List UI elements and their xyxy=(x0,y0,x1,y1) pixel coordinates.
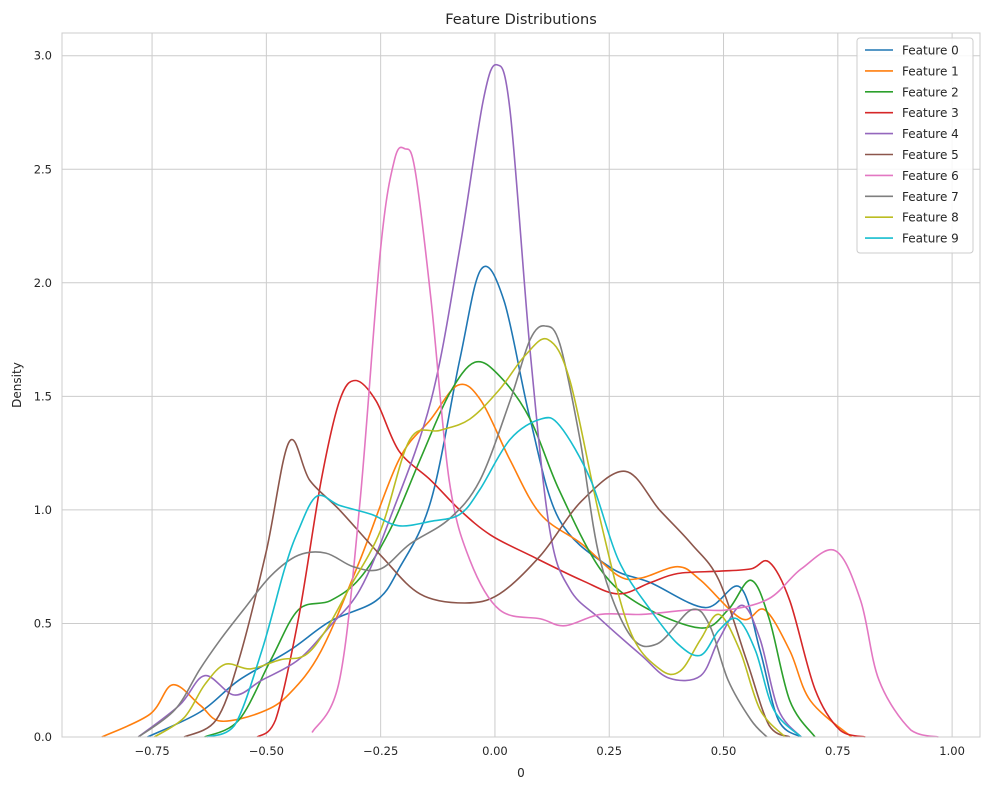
kde-line-feature-0 xyxy=(147,265,802,738)
legend-label: Feature 1 xyxy=(902,64,959,78)
legend-item: Feature 2 xyxy=(865,85,959,99)
legend-item: Feature 9 xyxy=(865,232,959,246)
kde-line-feature-4 xyxy=(137,63,802,738)
y-tick-label: 1.5 xyxy=(34,389,52,403)
x-tick-label: 0.00 xyxy=(482,744,508,758)
legend-item: Feature 1 xyxy=(865,64,959,78)
legend-item: Feature 8 xyxy=(865,211,959,225)
x-tick-label: 0.75 xyxy=(825,744,851,758)
kde-line-feature-7 xyxy=(137,325,768,738)
chart-title: Feature Distributions xyxy=(445,12,597,28)
legend-label: Feature 3 xyxy=(902,106,959,120)
kde-line-feature-5 xyxy=(183,438,791,738)
legend-label: Feature 8 xyxy=(902,211,959,225)
kde-line-feature-1 xyxy=(101,383,853,738)
kde-line-feature-3 xyxy=(256,379,866,738)
y-tick-label: 2.0 xyxy=(34,276,52,290)
legend-label: Feature 5 xyxy=(902,148,959,162)
legend-label: Feature 7 xyxy=(902,190,959,204)
legend-label: Feature 0 xyxy=(902,44,959,58)
x-tick-label: 0.25 xyxy=(596,744,622,758)
legend-item: Feature 0 xyxy=(865,44,959,58)
y-axis-label: Density xyxy=(10,362,24,408)
x-tick-label: 0.50 xyxy=(711,744,737,758)
legend-label: Feature 2 xyxy=(902,85,959,99)
kde-line-feature-9 xyxy=(206,416,802,738)
legend-label: Feature 4 xyxy=(902,127,959,141)
y-tick-label: 1.0 xyxy=(34,503,52,517)
x-axis-label: 0 xyxy=(517,766,525,780)
legend-item: Feature 4 xyxy=(865,127,959,141)
legend-item: Feature 7 xyxy=(865,190,959,204)
kde-line-feature-8 xyxy=(153,337,786,738)
plot-frame xyxy=(61,32,981,738)
x-tick-label: −0.25 xyxy=(363,744,398,758)
x-tick-label: −0.50 xyxy=(249,744,284,758)
y-tick-label: 0.0 xyxy=(34,730,52,744)
x-tick-label: 1.00 xyxy=(939,744,965,758)
legend-item: Feature 3 xyxy=(865,106,959,120)
legend: Feature 0 Feature 1 Feature 2 Feature 3 Feat… xyxy=(856,37,974,254)
kde-line-feature-2 xyxy=(204,360,816,738)
legend-label: Feature 6 xyxy=(902,169,959,183)
x-tick-labels: −0.75 −0.50 −0.25 0.00 0.25 0.50 0.75 1.00 xyxy=(134,744,964,758)
y-tick-label: 0.5 xyxy=(34,616,52,630)
kde-line-feature-6 xyxy=(311,146,939,738)
y-tick-labels: 0.0 0.5 1.0 1.5 2.0 2.5 3.0 xyxy=(34,49,52,744)
legend-item: Feature 5 xyxy=(865,148,959,162)
x-tick-label: −0.75 xyxy=(134,744,169,758)
y-tick-label: 3.0 xyxy=(34,49,52,63)
y-tick-label: 2.5 xyxy=(34,162,52,176)
legend-label: Feature 9 xyxy=(902,232,959,246)
legend-item: Feature 6 xyxy=(865,169,959,183)
curves xyxy=(101,63,939,738)
